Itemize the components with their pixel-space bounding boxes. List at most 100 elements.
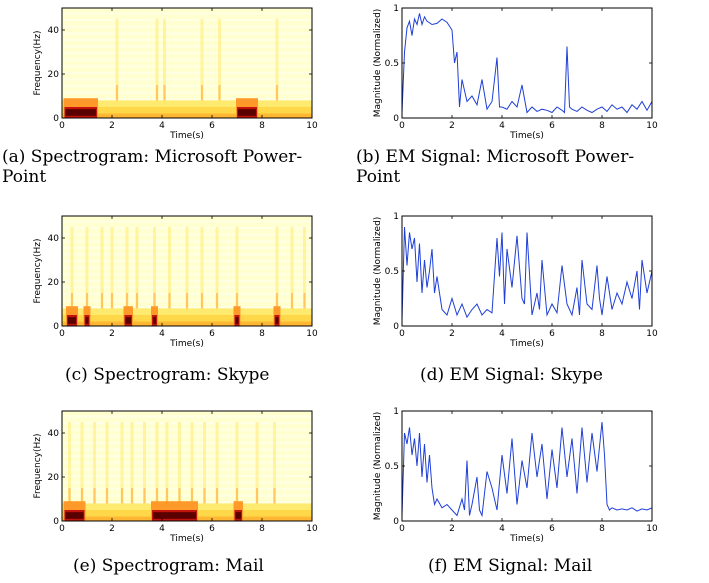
strong-segment-core xyxy=(65,512,84,519)
y-axis-label: Frequency(Hz) xyxy=(33,433,43,498)
y-tick-label: 0.5 xyxy=(385,267,399,277)
burst-streak xyxy=(135,227,139,315)
y-tick-label: 0.5 xyxy=(385,59,399,69)
y-tick-label: 20 xyxy=(48,70,60,80)
burst-core xyxy=(166,488,168,510)
harmonic-band xyxy=(62,45,312,48)
burst-streak xyxy=(163,19,166,107)
x-tick-label: 8 xyxy=(599,329,605,339)
y-tick-label: 20 xyxy=(48,278,60,288)
burst-core xyxy=(186,293,188,315)
x-tick-label: 6 xyxy=(549,121,555,131)
x-tick-label: 2 xyxy=(449,524,455,534)
signal-line xyxy=(401,226,653,321)
plot-frame xyxy=(61,215,313,327)
y-tick-label: 1 xyxy=(393,4,399,14)
burst-core xyxy=(276,85,278,107)
y-tick-label: 40 xyxy=(48,234,60,244)
burst-core xyxy=(291,293,293,315)
caption-b-line1: (b) EM Signal: Microsoft Power- xyxy=(356,147,635,167)
x-tick-label: 10 xyxy=(306,121,318,131)
burst-core xyxy=(178,488,181,510)
y-tick-label: 0 xyxy=(393,517,399,527)
plot-frame xyxy=(61,7,313,119)
x-tick-label: 10 xyxy=(306,524,318,534)
x-tick-label: 6 xyxy=(549,329,555,339)
strong-segment-core xyxy=(235,317,239,324)
harmonic-band xyxy=(62,58,312,61)
spectrogram-skype-chart: 0 2 4 6 8 10 0 20 40 Time(s) Frequency(Hz) xyxy=(33,215,318,348)
x-tick-label: 6 xyxy=(209,524,215,534)
burst-core xyxy=(126,293,128,315)
burst-streak xyxy=(93,422,96,510)
strong-segment-core xyxy=(238,109,256,116)
x-tick-label: 8 xyxy=(599,524,605,534)
burst-core xyxy=(156,488,158,510)
em-signal-skype-chart: 0 2 4 6 8 10 0 0.5 1 Time(s) Magnitude (Normalized… xyxy=(373,212,658,348)
caption-a: (a) Spectrogram: Microsoft Power- Point xyxy=(2,147,342,187)
burst-streak xyxy=(303,227,306,315)
burst-core xyxy=(216,488,218,510)
y-tick-label: 1 xyxy=(393,212,399,222)
harmonic-band xyxy=(62,65,312,68)
burst-core xyxy=(81,488,83,510)
low-band-edge xyxy=(62,100,312,107)
harmonic-band xyxy=(62,488,312,491)
y-tick-label: 40 xyxy=(48,429,60,439)
strong-segment-core xyxy=(68,317,76,324)
y-tick-label: 0 xyxy=(53,517,59,527)
caption-e: (e) Spectrogram: Mail xyxy=(73,556,264,576)
burst-streak xyxy=(153,227,156,315)
x-tick-label: 0 xyxy=(399,329,405,339)
burst-core xyxy=(93,488,96,510)
y-axis-label: Magnitude (Normalized) xyxy=(373,412,383,521)
signal-line xyxy=(401,13,653,114)
harmonic-band xyxy=(62,52,312,55)
burst-streak xyxy=(165,422,169,510)
spectrogram-powerpoint-chart: 0 2 4 6 8 10 0 20 40 Time(s) Frequency(Hz) xyxy=(33,7,318,140)
x-axis-label: Time(s) xyxy=(509,339,544,348)
strong-segment-core xyxy=(275,317,279,324)
y-tick-label: 40 xyxy=(48,26,60,36)
burst-core xyxy=(143,488,146,510)
burst-core xyxy=(156,85,158,107)
burst-core xyxy=(273,488,276,510)
burst-streak xyxy=(235,227,239,315)
burst-streak xyxy=(190,422,194,510)
caption-b-line2: Point xyxy=(356,167,401,187)
strong-segment-core xyxy=(153,317,156,324)
harmonic-band xyxy=(62,78,312,81)
harmonic-band xyxy=(62,435,312,438)
x-tick-label: 10 xyxy=(306,329,318,339)
x-tick-label: 2 xyxy=(109,524,115,534)
harmonic-band xyxy=(62,428,312,431)
x-tick-label: 8 xyxy=(259,121,265,131)
burst-core xyxy=(191,488,193,510)
burst-core xyxy=(236,488,238,510)
burst-core xyxy=(106,488,108,510)
burst-streak xyxy=(70,227,74,315)
y-axis-label: Magnitude (Normalized) xyxy=(373,217,383,326)
em-signal-mail-chart: 0 2 4 6 8 10 0 0.5 1 Time(s) Magnitude (Normalized… xyxy=(373,407,658,543)
x-tick-label: 0 xyxy=(399,121,405,131)
em-signal-powerpoint-chart: 0 2 4 6 8 10 0 0.5 1 Time(s) Magnitude (Normalized… xyxy=(373,4,658,140)
x-tick-label: 0 xyxy=(59,524,65,534)
burst-streak xyxy=(168,227,171,315)
harmonic-band xyxy=(62,422,312,425)
burst-streak xyxy=(273,422,276,510)
y-axis-label: Frequency(Hz) xyxy=(33,30,43,95)
y-tick-label: 0.5 xyxy=(385,462,399,472)
spectrogram-image xyxy=(62,411,312,521)
burst-core xyxy=(71,293,73,315)
harmonic-band xyxy=(62,25,312,28)
burst-core xyxy=(68,488,71,510)
burst-streak xyxy=(275,19,279,107)
y-tick-label: 20 xyxy=(48,473,60,483)
strong-segment-core xyxy=(125,317,131,324)
spectrogram-image xyxy=(62,216,312,326)
burst-streak xyxy=(255,422,259,510)
low-band xyxy=(62,107,312,118)
caption-c: (c) Spectrogram: Skype xyxy=(65,365,270,385)
caption-f: (f) EM Signal: Mail xyxy=(428,556,593,576)
burst-streak xyxy=(120,422,124,510)
